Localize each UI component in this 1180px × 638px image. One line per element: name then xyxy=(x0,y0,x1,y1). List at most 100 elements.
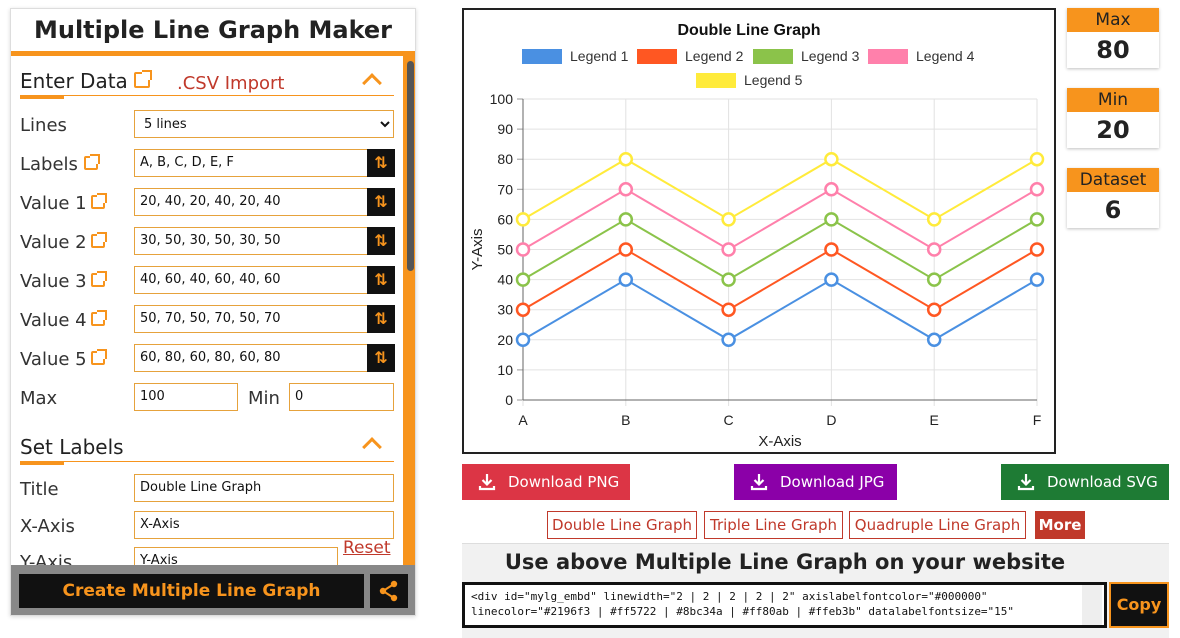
data-point xyxy=(926,302,942,317)
min-stat-value: 20 xyxy=(1096,116,1130,144)
download-png-button[interactable]: Download PNG xyxy=(462,464,630,500)
reset-link[interactable]: Reset xyxy=(343,538,391,558)
max-stat-label: Max xyxy=(1067,8,1159,32)
x-tick-label: F xyxy=(1033,412,1042,428)
series-line xyxy=(522,158,1038,221)
heading-underline xyxy=(20,462,64,465)
x-tick-label: D xyxy=(826,412,836,428)
collapse-set-labels-icon[interactable] xyxy=(361,433,383,455)
swap-order-button[interactable]: ⇅ xyxy=(367,149,395,177)
y-tick-label: 10 xyxy=(497,362,513,378)
swap-order-button[interactable]: ⇅ xyxy=(367,266,395,294)
swap-order-button[interactable]: ⇅ xyxy=(367,227,395,255)
data-point xyxy=(926,242,942,257)
more-button[interactable]: More xyxy=(1035,511,1085,539)
external-link-icon[interactable] xyxy=(90,271,107,287)
data-point xyxy=(824,242,839,257)
value-2-input[interactable]: 30, 50, 30, 50, 30, 50 xyxy=(134,227,368,255)
section-underline xyxy=(20,461,394,462)
value-4-label: Value 4 xyxy=(20,310,107,331)
share-button[interactable] xyxy=(370,574,408,608)
value-4-input[interactable]: 50, 70, 50, 70, 50, 70 xyxy=(134,305,368,333)
swap-order-button[interactable]: ⇅ xyxy=(367,188,395,216)
labels-input[interactable]: A, B, C, D, E, F xyxy=(134,149,368,177)
scrollbar-thumb[interactable] xyxy=(407,61,414,271)
swap-order-button[interactable]: ⇅ xyxy=(367,305,395,333)
value-5-input[interactable]: 60, 80, 60, 80, 60, 80 xyxy=(134,344,368,372)
legend-label: Legend 5 xyxy=(744,72,803,88)
swap-order-button[interactable]: ⇅ xyxy=(367,344,395,372)
double-line-graph-link[interactable]: Double Line Graph xyxy=(547,511,697,539)
download-jpg-label: Download JPG xyxy=(780,473,885,491)
min-stat-label: Min xyxy=(1067,88,1159,112)
code-scrollbar[interactable] xyxy=(1082,585,1102,625)
max-stat-value: 80 xyxy=(1096,36,1130,64)
triple-line-graph-link[interactable]: Triple Line Graph xyxy=(704,511,843,539)
legend-label: Legend 1 xyxy=(570,48,629,64)
value-label-text: Value 1 xyxy=(20,193,87,214)
copy-button[interactable]: Copy xyxy=(1109,582,1169,628)
external-link-icon[interactable] xyxy=(90,232,107,248)
download-icon xyxy=(478,474,496,491)
series-line xyxy=(522,188,1038,251)
value-3-input[interactable]: 40, 60, 40, 60, 40, 60 xyxy=(134,266,368,294)
y-tick-label: 40 xyxy=(497,272,513,288)
dataset-stat: Dataset 6 xyxy=(1067,168,1159,228)
max-input[interactable]: 100 xyxy=(134,383,238,411)
embed-code-line: linecolor="#2196f3 | #ff5722 | #8bc34a |… xyxy=(471,605,1015,618)
max-stat: Max 80 xyxy=(1067,8,1159,68)
set-labels-heading-text: Set Labels xyxy=(20,435,124,459)
data-point xyxy=(618,272,634,287)
value-label-text: Value 4 xyxy=(20,310,87,331)
data-point xyxy=(926,332,942,348)
download-svg-label: Download SVG xyxy=(1047,473,1158,491)
data-point xyxy=(618,151,634,167)
y-tick-label: 70 xyxy=(497,181,513,197)
external-link-icon[interactable] xyxy=(83,154,100,170)
title-input[interactable]: Double Line Graph xyxy=(134,474,394,502)
data-point xyxy=(618,212,634,227)
data-point xyxy=(1029,272,1045,287)
data-point xyxy=(1029,151,1045,167)
x-tick-label: E xyxy=(930,412,939,428)
external-link-icon[interactable] xyxy=(90,310,107,326)
csv-import-link[interactable]: .CSV Import xyxy=(177,73,285,94)
embed-code-textarea[interactable]: <div id="mylg_embd" linewidth="2 | 2 | 2… xyxy=(462,582,1107,628)
legend-swatch xyxy=(522,49,562,64)
quadruple-line-graph-link[interactable]: Quadruple Line Graph xyxy=(849,511,1026,539)
y-tick-label: 90 xyxy=(497,121,513,137)
embed-section: Use above Multiple Line Graph on your we… xyxy=(462,543,1169,638)
labels-label: Labels xyxy=(20,154,100,175)
lines-label: Lines xyxy=(20,115,67,136)
create-graph-button[interactable]: Create Multiple Line Graph xyxy=(19,574,364,608)
max-label: Max xyxy=(20,388,58,409)
x-tick-label: C xyxy=(724,412,734,428)
data-point xyxy=(618,182,634,197)
external-link-icon[interactable] xyxy=(90,193,107,209)
data-point xyxy=(721,332,736,348)
value-label-text: Value 3 xyxy=(20,271,87,292)
collapse-enter-data-icon[interactable] xyxy=(361,69,383,91)
data-point xyxy=(515,242,531,257)
lines-select[interactable]: 5 lines xyxy=(134,110,394,138)
enter-data-heading: Enter Data xyxy=(20,69,153,99)
y-tick-label: 60 xyxy=(497,211,513,227)
download-jpg-button[interactable]: Download JPG xyxy=(734,464,897,500)
external-link-icon[interactable] xyxy=(134,70,153,88)
data-point xyxy=(721,212,736,227)
xaxis-label: X-Axis xyxy=(20,516,75,537)
xaxis-input[interactable]: X-Axis xyxy=(134,511,394,539)
data-point xyxy=(515,302,531,317)
data-point xyxy=(515,332,531,348)
series-line xyxy=(522,218,1038,281)
min-input[interactable]: 0 xyxy=(289,383,394,411)
embed-title: Use above Multiple Line Graph on your we… xyxy=(504,550,1066,574)
data-point xyxy=(515,272,531,287)
value-1-input[interactable]: 20, 40, 20, 40, 20, 40 xyxy=(134,188,368,216)
download-icon xyxy=(750,474,768,491)
y-tick-label: 30 xyxy=(497,302,513,318)
legend-label: Legend 4 xyxy=(916,48,975,64)
data-point xyxy=(721,302,736,317)
external-link-icon[interactable] xyxy=(90,349,107,365)
download-svg-button[interactable]: Download SVG xyxy=(1001,464,1169,500)
